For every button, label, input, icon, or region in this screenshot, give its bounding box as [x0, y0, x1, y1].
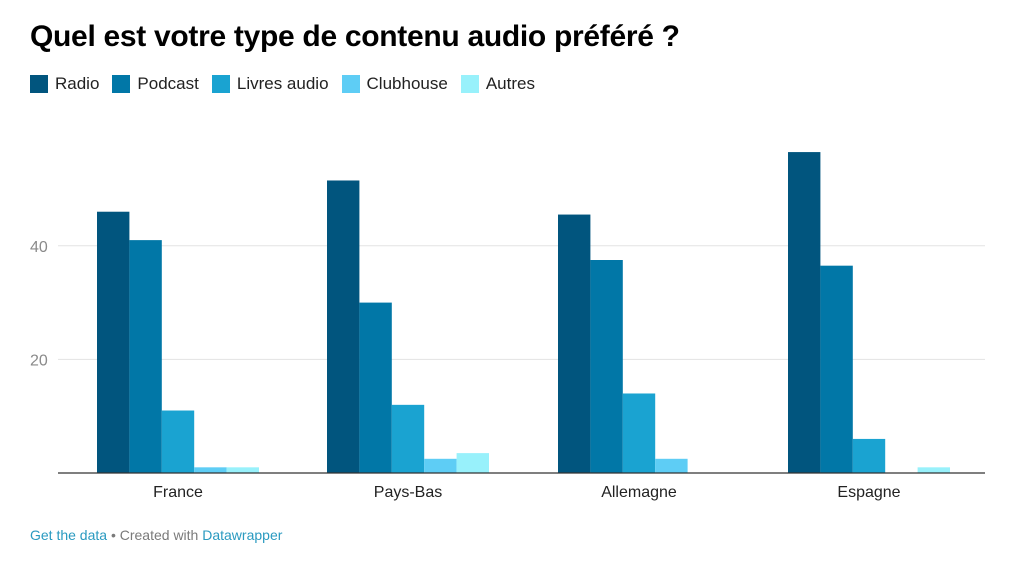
footer: Get the data • Created with Datawrapper [30, 527, 282, 543]
bar-allemagne-podcast [590, 260, 623, 473]
bar-france-livres-audio [161, 410, 195, 473]
legend-swatch-radio [30, 75, 48, 93]
legend-item-autres: Autres [460, 74, 535, 94]
legend-item-radio: Radio [30, 74, 99, 94]
bar-pays-bas-autres [456, 453, 489, 473]
bar-allemagne-radio [558, 214, 591, 473]
bar-allemagne-livres-audio [622, 393, 656, 473]
bar-pays-bas-livres-audio [391, 404, 425, 473]
legend-label-podcast: Podcast [137, 74, 199, 93]
legend-label-radio: Radio [55, 74, 100, 93]
legend-label-livres-audio: Livres audio [236, 74, 329, 93]
legend-item-clubhouse: Clubhouse [341, 74, 448, 94]
bar-espagne-livres-audio [852, 438, 886, 473]
bar-france-clubhouse [194, 467, 227, 473]
x-tick-label-allemagne: Allemagne [601, 484, 677, 501]
x-tick-label-france: France [153, 484, 203, 501]
legend-item-livres-audio: Livres audio [211, 74, 329, 94]
legend: Radio Podcast Livres audio Clubhouse Aut… [30, 74, 548, 94]
x-tick-label-pays-bas: Pays-Bas [374, 484, 442, 501]
bar-espagne-radio [788, 152, 821, 473]
legend-swatch-clubhouse [341, 75, 360, 93]
bar-pays-bas-clubhouse [424, 458, 457, 473]
bar-france-radio [97, 211, 130, 473]
legend-swatch-autres [460, 75, 479, 93]
footer-separator: • Created with [107, 527, 203, 543]
legend-swatch-podcast [112, 75, 131, 93]
bar-pays-bas-podcast [359, 302, 392, 473]
bar-espagne-podcast [820, 265, 853, 473]
datawrapper-link[interactable]: Datawrapper [202, 527, 283, 543]
bar-espagne-autres [917, 467, 950, 473]
bar-pays-bas-radio [327, 180, 360, 474]
bar-france-podcast [129, 240, 162, 473]
chart-title: Quel est votre type de contenu audio pré… [30, 20, 680, 53]
get-the-data-link[interactable]: Get the data [30, 527, 108, 543]
legend-label-autres: Autres [485, 74, 535, 93]
legend-item-podcast: Podcast [112, 74, 199, 94]
bar-france-autres [226, 467, 259, 473]
y-tick-label-40: 40 [30, 239, 48, 256]
bar-allemagne-clubhouse [655, 458, 688, 473]
y-tick-label-20: 20 [30, 352, 48, 369]
x-tick-label-espagne: Espagne [837, 484, 900, 501]
legend-swatch-livres-audio [211, 75, 230, 93]
legend-label-clubhouse: Clubhouse [366, 74, 448, 93]
